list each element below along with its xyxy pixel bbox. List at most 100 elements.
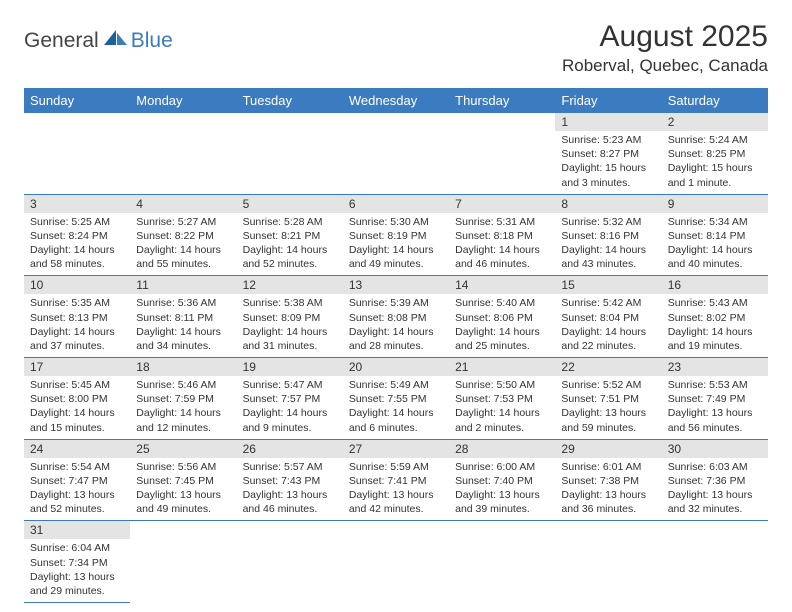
calendar-empty-cell <box>343 113 449 194</box>
calendar-day-cell: 1Sunrise: 5:23 AMSunset: 8:27 PMDaylight… <box>555 113 661 194</box>
day-info: Sunrise: 5:57 AMSunset: 7:43 PMDaylight:… <box>237 458 343 521</box>
day-info: Sunrise: 5:23 AMSunset: 8:27 PMDaylight:… <box>555 131 661 194</box>
calendar-empty-cell <box>237 113 343 194</box>
day-number: 26 <box>237 440 343 458</box>
day-number: 12 <box>237 276 343 294</box>
weekday-header: Sunday <box>24 88 130 113</box>
calendar-empty-cell <box>130 521 236 603</box>
day-number: 30 <box>662 440 768 458</box>
calendar-day-cell: 18Sunrise: 5:46 AMSunset: 7:59 PMDayligh… <box>130 358 236 440</box>
logo-word-1: General <box>24 29 99 53</box>
day-number: 7 <box>449 195 555 213</box>
month-title: August 2025 <box>562 20 768 54</box>
day-number: 8 <box>555 195 661 213</box>
calendar-empty-cell <box>343 521 449 603</box>
calendar-day-cell: 8Sunrise: 5:32 AMSunset: 8:16 PMDaylight… <box>555 194 661 276</box>
day-info: Sunrise: 6:01 AMSunset: 7:38 PMDaylight:… <box>555 458 661 521</box>
day-info: Sunrise: 5:36 AMSunset: 8:11 PMDaylight:… <box>130 294 236 357</box>
day-number: 19 <box>237 358 343 376</box>
calendar-day-cell: 30Sunrise: 6:03 AMSunset: 7:36 PMDayligh… <box>662 439 768 521</box>
day-number: 22 <box>555 358 661 376</box>
calendar-day-cell: 25Sunrise: 5:56 AMSunset: 7:45 PMDayligh… <box>130 439 236 521</box>
calendar-week-row: 3Sunrise: 5:25 AMSunset: 8:24 PMDaylight… <box>24 194 768 276</box>
calendar-week-row: 24Sunrise: 5:54 AMSunset: 7:47 PMDayligh… <box>24 439 768 521</box>
calendar-week-row: 31Sunrise: 6:04 AMSunset: 7:34 PMDayligh… <box>24 521 768 603</box>
day-info: Sunrise: 5:46 AMSunset: 7:59 PMDaylight:… <box>130 376 236 439</box>
calendar-day-cell: 15Sunrise: 5:42 AMSunset: 8:04 PMDayligh… <box>555 276 661 358</box>
day-number: 15 <box>555 276 661 294</box>
calendar-day-cell: 21Sunrise: 5:50 AMSunset: 7:53 PMDayligh… <box>449 358 555 440</box>
calendar-day-cell: 16Sunrise: 5:43 AMSunset: 8:02 PMDayligh… <box>662 276 768 358</box>
day-info: Sunrise: 5:35 AMSunset: 8:13 PMDaylight:… <box>24 294 130 357</box>
day-info: Sunrise: 5:25 AMSunset: 8:24 PMDaylight:… <box>24 213 130 276</box>
calendar-day-cell: 28Sunrise: 6:00 AMSunset: 7:40 PMDayligh… <box>449 439 555 521</box>
calendar-day-cell: 3Sunrise: 5:25 AMSunset: 8:24 PMDaylight… <box>24 194 130 276</box>
day-number: 14 <box>449 276 555 294</box>
day-info: Sunrise: 5:54 AMSunset: 7:47 PMDaylight:… <box>24 458 130 521</box>
day-info: Sunrise: 5:59 AMSunset: 7:41 PMDaylight:… <box>343 458 449 521</box>
location: Roberval, Quebec, Canada <box>562 56 768 76</box>
weekday-header: Friday <box>555 88 661 113</box>
day-info: Sunrise: 5:52 AMSunset: 7:51 PMDaylight:… <box>555 376 661 439</box>
day-number: 6 <box>343 195 449 213</box>
day-number: 31 <box>24 521 130 539</box>
calendar-day-cell: 17Sunrise: 5:45 AMSunset: 8:00 PMDayligh… <box>24 358 130 440</box>
calendar-day-cell: 23Sunrise: 5:53 AMSunset: 7:49 PMDayligh… <box>662 358 768 440</box>
day-info: Sunrise: 5:40 AMSunset: 8:06 PMDaylight:… <box>449 294 555 357</box>
calendar-day-cell: 9Sunrise: 5:34 AMSunset: 8:14 PMDaylight… <box>662 194 768 276</box>
calendar-day-cell: 24Sunrise: 5:54 AMSunset: 7:47 PMDayligh… <box>24 439 130 521</box>
weekday-header: Monday <box>130 88 236 113</box>
calendar-day-cell: 20Sunrise: 5:49 AMSunset: 7:55 PMDayligh… <box>343 358 449 440</box>
day-info: Sunrise: 6:00 AMSunset: 7:40 PMDaylight:… <box>449 458 555 521</box>
calendar-body: 1Sunrise: 5:23 AMSunset: 8:27 PMDaylight… <box>24 113 768 603</box>
calendar-day-cell: 13Sunrise: 5:39 AMSunset: 8:08 PMDayligh… <box>343 276 449 358</box>
calendar-day-cell: 31Sunrise: 6:04 AMSunset: 7:34 PMDayligh… <box>24 521 130 603</box>
day-info: Sunrise: 6:03 AMSunset: 7:36 PMDaylight:… <box>662 458 768 521</box>
day-info: Sunrise: 5:53 AMSunset: 7:49 PMDaylight:… <box>662 376 768 439</box>
calendar-day-cell: 19Sunrise: 5:47 AMSunset: 7:57 PMDayligh… <box>237 358 343 440</box>
day-number: 2 <box>662 113 768 131</box>
day-number: 13 <box>343 276 449 294</box>
calendar-day-cell: 2Sunrise: 5:24 AMSunset: 8:25 PMDaylight… <box>662 113 768 194</box>
day-number: 23 <box>662 358 768 376</box>
day-info: Sunrise: 5:24 AMSunset: 8:25 PMDaylight:… <box>662 131 768 194</box>
day-info: Sunrise: 5:43 AMSunset: 8:02 PMDaylight:… <box>662 294 768 357</box>
calendar-day-cell: 12Sunrise: 5:38 AMSunset: 8:09 PMDayligh… <box>237 276 343 358</box>
day-info: Sunrise: 5:47 AMSunset: 7:57 PMDaylight:… <box>237 376 343 439</box>
day-number: 3 <box>24 195 130 213</box>
calendar-empty-cell <box>237 521 343 603</box>
day-info: Sunrise: 5:42 AMSunset: 8:04 PMDaylight:… <box>555 294 661 357</box>
calendar-day-cell: 11Sunrise: 5:36 AMSunset: 8:11 PMDayligh… <box>130 276 236 358</box>
weekday-header: Thursday <box>449 88 555 113</box>
day-number: 28 <box>449 440 555 458</box>
day-info: Sunrise: 5:30 AMSunset: 8:19 PMDaylight:… <box>343 213 449 276</box>
calendar-empty-cell <box>449 113 555 194</box>
day-info: Sunrise: 5:34 AMSunset: 8:14 PMDaylight:… <box>662 213 768 276</box>
day-info: Sunrise: 6:04 AMSunset: 7:34 PMDaylight:… <box>24 539 130 602</box>
header: General Blue August 2025 Roberval, Quebe… <box>24 20 768 76</box>
calendar-day-cell: 10Sunrise: 5:35 AMSunset: 8:13 PMDayligh… <box>24 276 130 358</box>
calendar-day-cell: 14Sunrise: 5:40 AMSunset: 8:06 PMDayligh… <box>449 276 555 358</box>
day-info: Sunrise: 5:38 AMSunset: 8:09 PMDaylight:… <box>237 294 343 357</box>
sail-icon <box>103 28 129 51</box>
calendar-table: SundayMondayTuesdayWednesdayThursdayFrid… <box>24 88 768 603</box>
calendar-week-row: 10Sunrise: 5:35 AMSunset: 8:13 PMDayligh… <box>24 276 768 358</box>
calendar-day-cell: 27Sunrise: 5:59 AMSunset: 7:41 PMDayligh… <box>343 439 449 521</box>
day-number: 10 <box>24 276 130 294</box>
day-number: 17 <box>24 358 130 376</box>
day-info: Sunrise: 5:28 AMSunset: 8:21 PMDaylight:… <box>237 213 343 276</box>
day-number: 24 <box>24 440 130 458</box>
weekday-header: Saturday <box>662 88 768 113</box>
calendar-empty-cell <box>130 113 236 194</box>
calendar-empty-cell <box>662 521 768 603</box>
day-number: 20 <box>343 358 449 376</box>
day-info: Sunrise: 5:32 AMSunset: 8:16 PMDaylight:… <box>555 213 661 276</box>
day-number: 16 <box>662 276 768 294</box>
day-number: 9 <box>662 195 768 213</box>
calendar-day-cell: 7Sunrise: 5:31 AMSunset: 8:18 PMDaylight… <box>449 194 555 276</box>
calendar-day-cell: 4Sunrise: 5:27 AMSunset: 8:22 PMDaylight… <box>130 194 236 276</box>
day-info: Sunrise: 5:49 AMSunset: 7:55 PMDaylight:… <box>343 376 449 439</box>
weekday-header: Wednesday <box>343 88 449 113</box>
calendar-day-cell: 29Sunrise: 6:01 AMSunset: 7:38 PMDayligh… <box>555 439 661 521</box>
calendar-week-row: 1Sunrise: 5:23 AMSunset: 8:27 PMDaylight… <box>24 113 768 194</box>
